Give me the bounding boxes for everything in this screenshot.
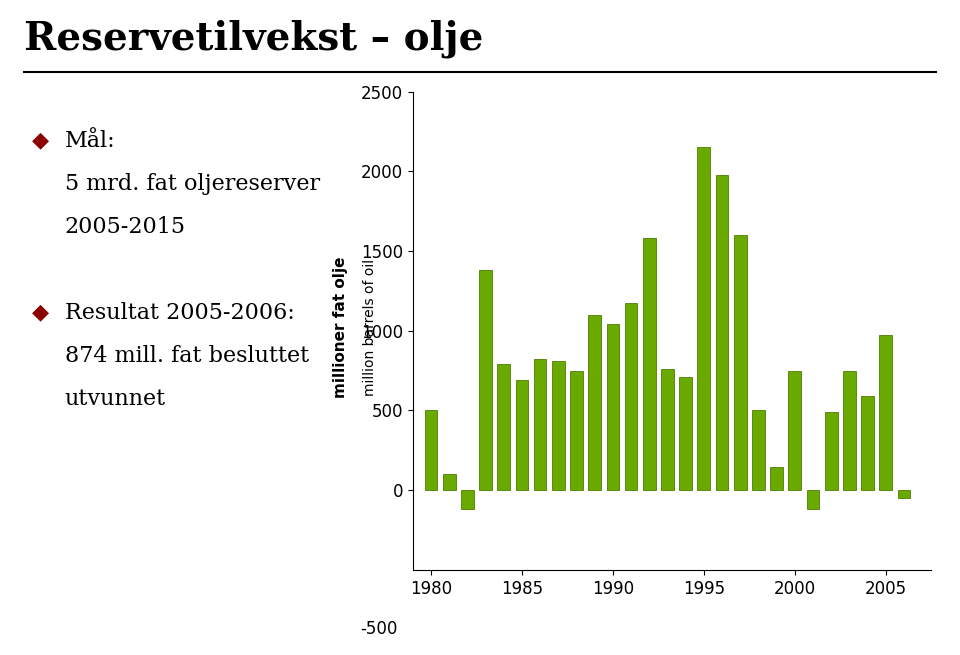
Bar xyxy=(843,371,855,490)
Bar xyxy=(715,176,729,490)
Text: 874 mill. fat besluttet: 874 mill. fat besluttet xyxy=(65,345,309,367)
Text: million barrels of oil: million barrels of oil xyxy=(363,259,376,396)
Text: 5 mrd. fat oljereserver: 5 mrd. fat oljereserver xyxy=(65,173,320,195)
Bar xyxy=(661,369,674,490)
Bar xyxy=(680,377,692,490)
Text: utvunnet: utvunnet xyxy=(65,388,166,410)
Bar xyxy=(861,396,874,490)
Bar xyxy=(733,235,747,490)
Text: Reservetilvekst – olje: Reservetilvekst – olje xyxy=(24,20,484,58)
Bar xyxy=(534,360,546,490)
Bar xyxy=(770,467,783,490)
Bar xyxy=(643,238,656,490)
Bar xyxy=(806,490,819,510)
Bar xyxy=(516,380,528,490)
Bar xyxy=(443,474,456,490)
Text: ◆: ◆ xyxy=(33,130,49,150)
Bar xyxy=(461,490,473,510)
Text: Mål:: Mål: xyxy=(65,130,115,152)
Bar xyxy=(607,324,619,490)
Bar xyxy=(898,490,910,498)
Text: Resultat 2005-2006:: Resultat 2005-2006: xyxy=(65,302,295,324)
Bar xyxy=(479,271,492,490)
Bar xyxy=(752,411,765,490)
Text: ◆: ◆ xyxy=(33,302,49,322)
Bar xyxy=(698,147,710,490)
Text: 2005-2015: 2005-2015 xyxy=(65,216,186,238)
Bar xyxy=(588,315,601,490)
Bar xyxy=(625,303,637,490)
Text: -500: -500 xyxy=(361,620,397,638)
Bar xyxy=(788,371,802,490)
Bar xyxy=(825,412,837,490)
Bar xyxy=(879,335,892,490)
Bar xyxy=(552,361,564,490)
Text: millioner fat olje: millioner fat olje xyxy=(333,257,348,398)
Bar xyxy=(424,411,438,490)
Bar xyxy=(497,364,510,490)
Bar xyxy=(570,371,583,490)
